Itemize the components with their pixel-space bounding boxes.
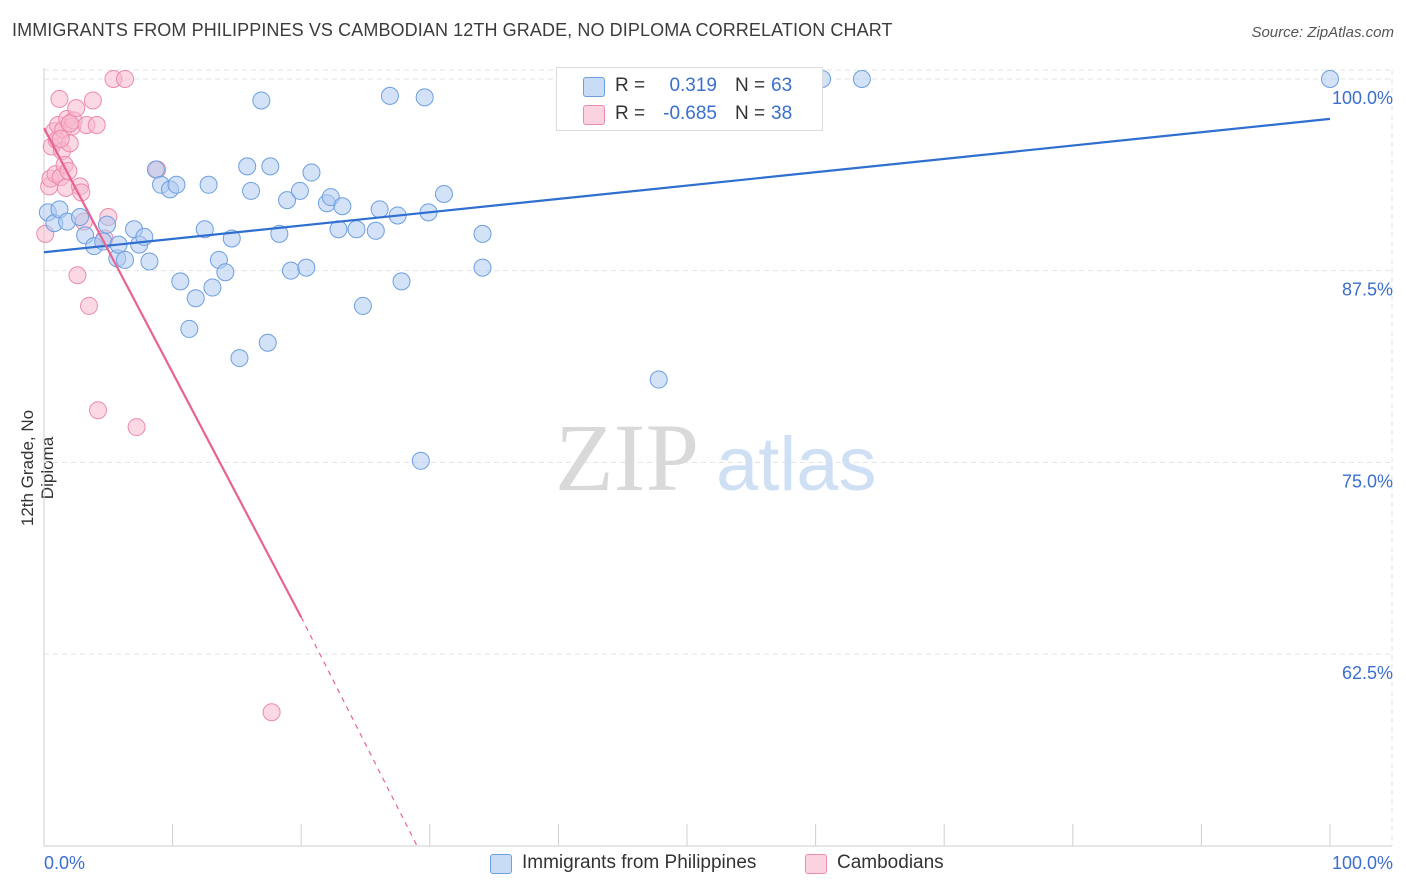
data-point-cambodians (60, 114, 79, 133)
data-point-philippines (252, 91, 271, 110)
data-point-philippines (473, 258, 492, 277)
data-point-philippines (392, 272, 411, 291)
data-point-philippines (270, 224, 289, 243)
data-point-philippines (1321, 70, 1339, 88)
chart-title: IMMIGRANTS FROM PHILIPPINES VS CAMBODIAN… (12, 20, 893, 40)
n-label: N = (735, 75, 766, 96)
y-tick-label: 62.5% (1342, 663, 1393, 683)
data-point-philippines (370, 200, 389, 219)
data-point-philippines (353, 296, 372, 315)
data-point-philippines (140, 252, 159, 271)
gridlines (44, 69, 1393, 846)
watermark-atlas: atlas (716, 422, 877, 507)
legend-row-cambodians: R = -0.685 N = 38 (557, 100, 822, 128)
r-value: -0.685 (663, 103, 717, 124)
legend-swatch-pink (583, 105, 605, 125)
data-point-philippines (258, 333, 277, 352)
trendline-philippines (43, 117, 1331, 254)
axes (43, 68, 1392, 847)
data-point-cambodians (67, 99, 86, 118)
data-point-philippines (186, 289, 205, 308)
data-point-philippines (230, 349, 249, 368)
data-point-philippines (116, 250, 135, 269)
tick-labels: 62.5% 75.0% 87.5% 100.0% 0.0% 100.0% (44, 88, 1393, 873)
y-tick-label: 75.0% (1342, 471, 1393, 491)
r-value: 0.319 (669, 75, 717, 96)
data-point-philippines (171, 272, 190, 291)
data-point-cambodians (262, 703, 281, 722)
x-tick-label: 0.0% (44, 853, 85, 873)
data-point-philippines (216, 263, 235, 282)
watermark-zip: ZIP (555, 404, 699, 511)
data-point-cambodians (51, 129, 70, 148)
data-point-philippines (473, 224, 492, 243)
data-point-philippines (98, 215, 117, 234)
data-point-philippines (199, 175, 218, 194)
legend-swatch-pink (805, 854, 827, 874)
data-point-philippines (297, 258, 316, 277)
data-point-philippines (261, 157, 280, 176)
trendline-cambodians-extension (300, 616, 418, 846)
data-point-philippines (302, 163, 321, 182)
legend-row-philippines: R = 0.319 N = 63 (557, 72, 822, 100)
data-point-philippines (434, 185, 453, 203)
data-point-philippines (203, 278, 222, 297)
data-point-cambodians (50, 89, 69, 108)
data-point-philippines (380, 86, 399, 105)
x-tick-label: 100.0% (1332, 853, 1393, 873)
trendline-cambodians (43, 127, 303, 618)
data-point-cambodians (116, 70, 135, 88)
data-point-philippines (852, 70, 871, 88)
data-point-cambodians (87, 116, 106, 134)
data-point-philippines (242, 181, 261, 200)
y-tick-label: 100.0% (1332, 88, 1393, 108)
data-point-philippines (411, 451, 430, 470)
data-point-philippines (415, 88, 434, 107)
data-point-cambodians (83, 91, 102, 110)
data-point-philippines (649, 370, 668, 389)
data-point-philippines (290, 181, 309, 200)
data-point-philippines (281, 261, 300, 280)
n-value: 63 (771, 75, 793, 96)
legend-swatch-blue (490, 854, 512, 874)
data-point-philippines (146, 160, 165, 179)
trendlines (43, 117, 1331, 846)
data-point-philippines (347, 220, 366, 239)
data-point-philippines (167, 175, 186, 194)
data-point-cambodians (89, 401, 108, 420)
r-label: R = (615, 103, 646, 124)
legend-swatch-blue (583, 77, 605, 97)
data-point-cambodians (68, 266, 87, 285)
n-value: 38 (771, 103, 793, 124)
series-philippines (38, 70, 1339, 470)
n-label: N = (735, 103, 766, 124)
data-point-philippines (180, 319, 199, 338)
data-point-philippines (278, 191, 297, 210)
data-point-cambodians (127, 418, 146, 437)
legend-label-philippines: Immigrants from Philippines (522, 852, 757, 873)
data-point-philippines (71, 208, 90, 226)
y-tick-label: 87.5% (1342, 280, 1393, 300)
data-point-philippines (238, 157, 257, 176)
source-label: Source: ZipAtlas.com (1251, 24, 1394, 41)
data-point-philippines (195, 220, 214, 239)
r-label: R = (615, 75, 646, 96)
data-point-cambodians (80, 296, 99, 315)
stats-legend: R = 0.319 N = 63 R = -0.685 N = 38 (556, 67, 823, 131)
data-point-philippines (333, 197, 352, 216)
data-point-philippines (366, 221, 385, 240)
legend-label-cambodians: Cambodians (837, 852, 944, 873)
